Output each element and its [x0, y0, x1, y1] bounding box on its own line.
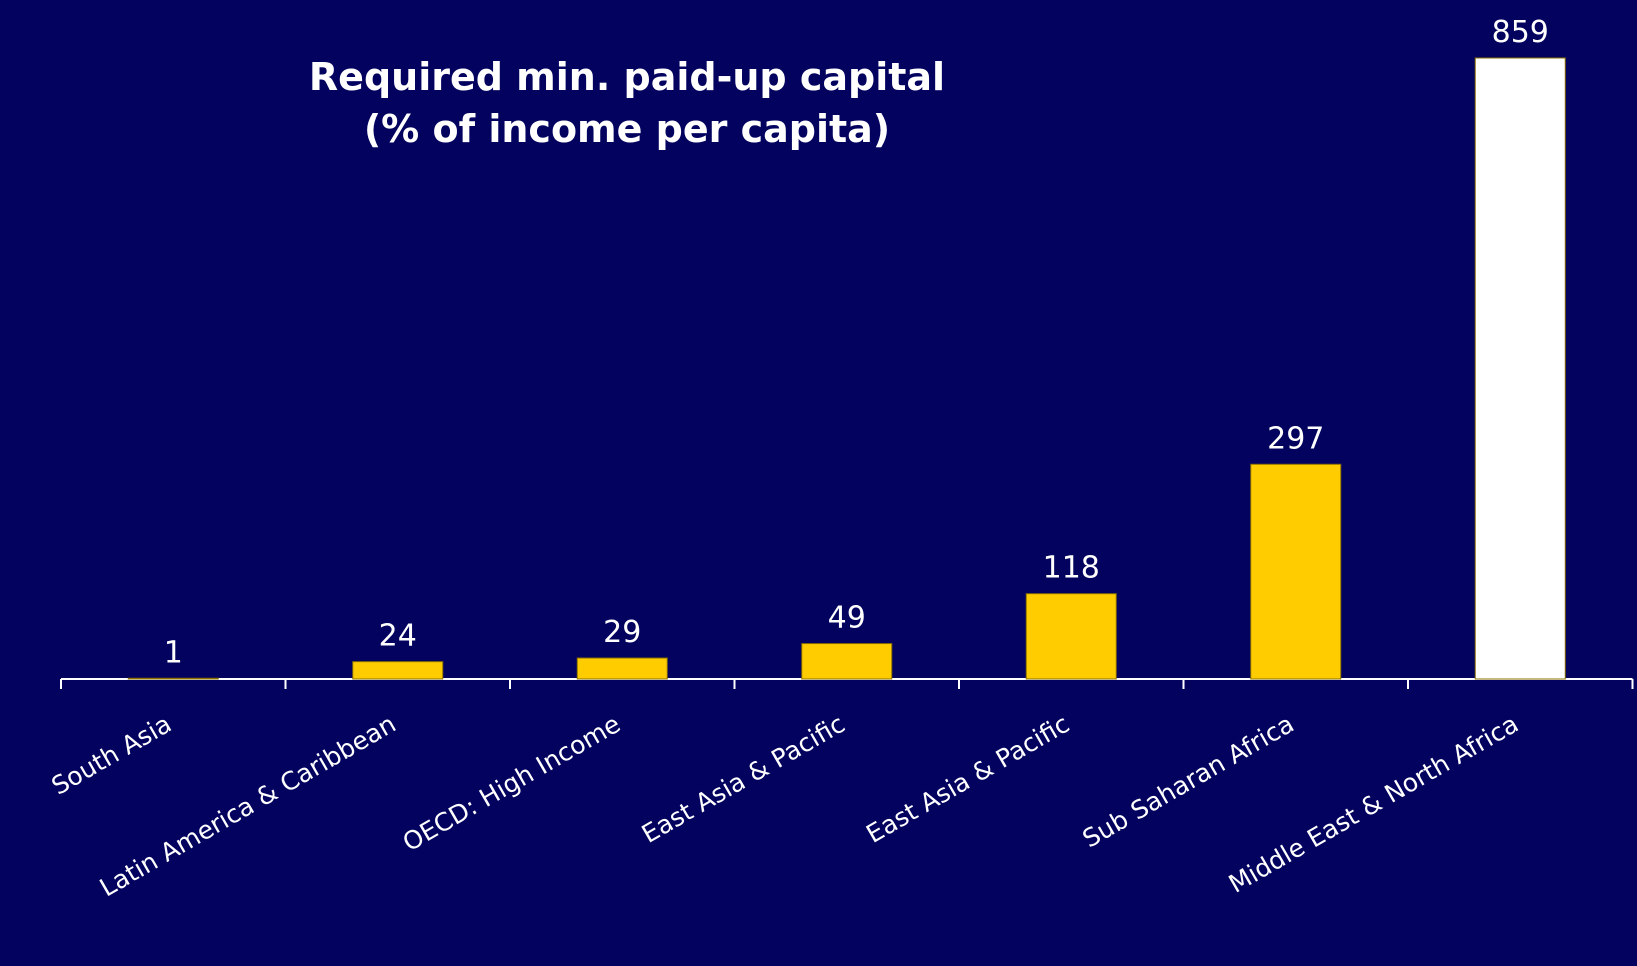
value-label: 24 — [379, 619, 417, 654]
value-label: 1 — [164, 635, 183, 670]
value-label: 49 — [828, 601, 866, 636]
bar — [801, 643, 893, 680]
bar — [1250, 463, 1342, 680]
value-label: 118 — [1043, 551, 1100, 586]
bar — [127, 677, 219, 680]
value-label: 859 — [1492, 15, 1549, 50]
bar — [352, 661, 444, 680]
bar — [576, 657, 668, 680]
bar — [1025, 593, 1117, 680]
bar — [1474, 57, 1566, 680]
value-label: 297 — [1267, 421, 1324, 456]
chart-title: (% of income per capita) — [364, 107, 890, 151]
value-label: 29 — [603, 615, 641, 650]
chart-title: Required min. paid-up capital — [309, 55, 945, 99]
